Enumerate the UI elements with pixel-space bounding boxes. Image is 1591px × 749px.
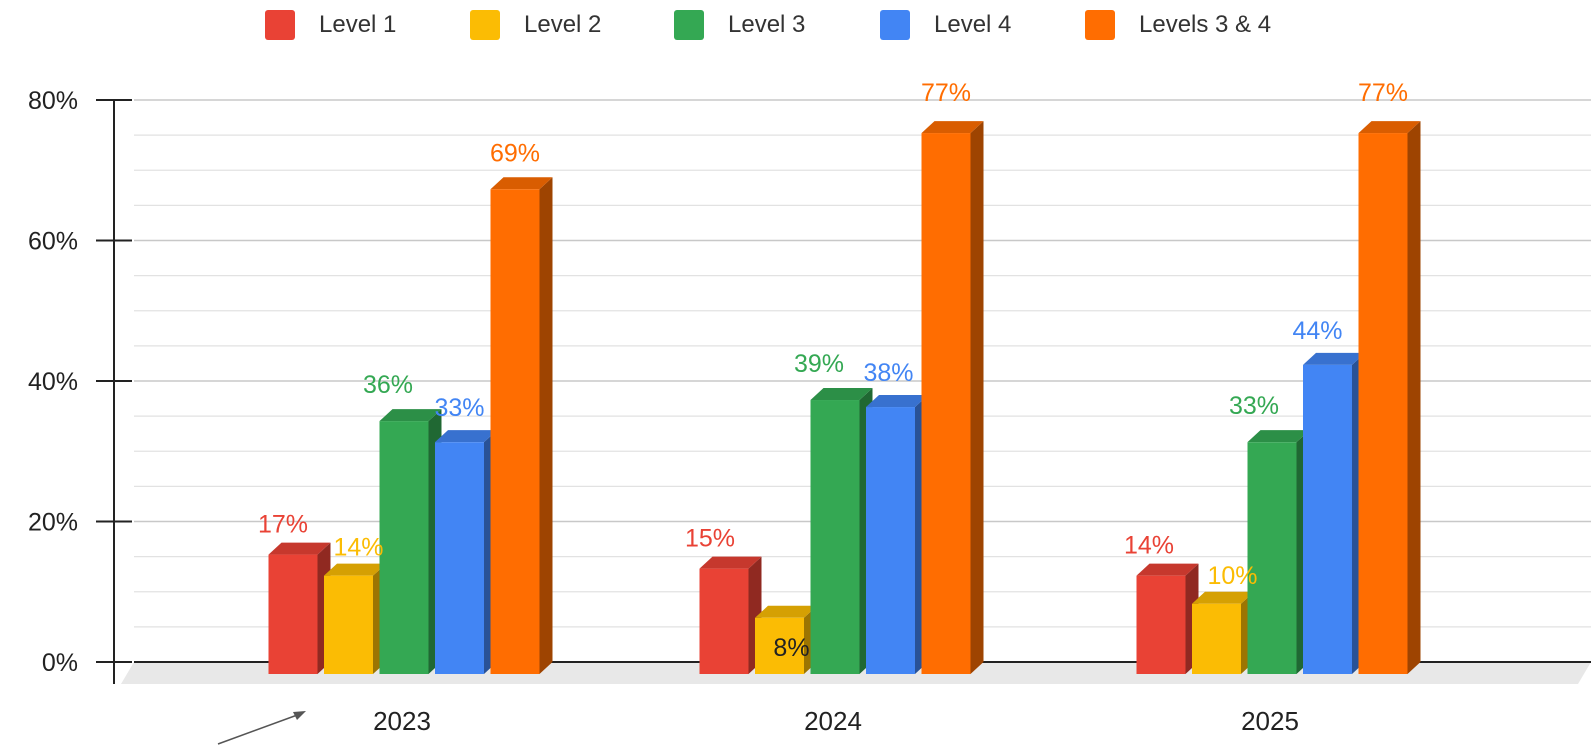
- bar-front-face: [866, 407, 915, 674]
- y-tick-label: 60%: [28, 228, 78, 256]
- bar-front-face: [810, 400, 860, 674]
- bar-top-face: [1358, 121, 1421, 134]
- bar-top-face: [810, 388, 873, 401]
- data-labels: 17% 15% 14% 14% 8% 10% 36% 39% 33% 33% 38% 44% 69% 77…: [258, 79, 1408, 662]
- data-label: 39%: [794, 350, 844, 378]
- legend-label-level-4: Level 4: [934, 11, 1012, 38]
- legend-label-levels-3-4: Levels 3 & 4: [1139, 11, 1272, 38]
- data-label: 36%: [363, 371, 413, 399]
- data-label: 44%: [1292, 317, 1342, 345]
- bar-front-face: [490, 189, 540, 674]
- bar-top-face: [435, 430, 497, 443]
- bar-front-face: [324, 575, 373, 674]
- data-label: 14%: [333, 534, 383, 562]
- bar-level-3-2024: [810, 388, 873, 674]
- bar-level-2-2023: [324, 563, 386, 674]
- bar-level-1-2025: [1136, 563, 1199, 674]
- bar-front-face: [1192, 603, 1241, 674]
- legend-swatch-levels-3-4: [1085, 10, 1115, 40]
- data-label: 10%: [1207, 562, 1257, 590]
- bar-front-face: [1247, 442, 1297, 674]
- bar-top-face: [1192, 591, 1254, 604]
- data-label: 77%: [1358, 79, 1408, 107]
- annotation-arrow-line: [217, 713, 301, 745]
- bar-level-4-2023: [435, 430, 497, 674]
- data-label: 69%: [490, 139, 540, 167]
- bar-top-face: [268, 542, 331, 555]
- annotation: [217, 711, 306, 745]
- bar-top-face: [379, 409, 442, 422]
- bar-level-3-2025: [1247, 430, 1310, 674]
- bar-front-face: [435, 442, 484, 674]
- bar-front-face: [1136, 575, 1186, 674]
- bar-levels-3-4-2025: [1358, 121, 1421, 674]
- bar-side-face: [539, 177, 553, 674]
- legend-item-level-4: Level 4: [880, 10, 1011, 40]
- data-label: 33%: [434, 394, 484, 422]
- bar-top-face: [1247, 430, 1310, 443]
- bar-top-face: [921, 121, 984, 134]
- bar-top-face: [490, 177, 553, 190]
- legend-swatch-level-1: [265, 10, 295, 40]
- bar-level-1-2023: [268, 542, 331, 674]
- bar-level-1-2024: [699, 556, 762, 674]
- y-tick-label: 80%: [28, 87, 78, 115]
- bar-level-4-2024: [866, 395, 928, 674]
- bar-level-3-2023: [379, 409, 442, 674]
- bar-levels-3-4-2023: [490, 177, 553, 674]
- bar-top-face: [1303, 352, 1365, 365]
- legend-label-level-1: Level 1: [319, 11, 397, 38]
- bar-level-2-2025: [1192, 591, 1254, 674]
- bar-front-face: [1303, 364, 1352, 674]
- bar-front-face: [699, 568, 749, 674]
- x-tick-label: 2025: [1241, 706, 1299, 736]
- bar-top-face: [324, 563, 386, 576]
- annotation-arrow-head: [293, 711, 306, 720]
- legend-label-level-2: Level 2: [524, 11, 602, 38]
- legend-swatch-level-2: [470, 10, 500, 40]
- data-label: 33%: [1229, 392, 1279, 420]
- x-tick-label: 2023: [373, 706, 431, 736]
- data-label: 14%: [1124, 532, 1174, 560]
- bar-front-face: [379, 421, 429, 674]
- bar-levels-3-4-2024: [921, 121, 984, 674]
- legend-swatch-level-4: [880, 10, 910, 40]
- bar-front-face: [1358, 133, 1408, 674]
- bar-top-face: [755, 605, 817, 618]
- legend-item-level-3: Level 3: [674, 10, 805, 40]
- bar-front-face: [755, 617, 804, 674]
- data-label: 15%: [685, 525, 735, 553]
- y-tick-label: 0%: [42, 649, 78, 677]
- bar-level-4-2025: [1303, 352, 1365, 674]
- y-tick-label: 20%: [28, 509, 78, 537]
- legend-swatch-level-3: [674, 10, 704, 40]
- bar-top-face: [866, 395, 928, 408]
- bar-side-face: [970, 121, 984, 674]
- data-label: 38%: [863, 359, 913, 387]
- bar-top-face: [699, 556, 762, 569]
- legend-item-levels-3-4: Levels 3 & 4: [1085, 10, 1271, 40]
- bar-front-face: [268, 554, 318, 674]
- data-label: 17%: [258, 511, 308, 539]
- x-tick-label: 2024: [804, 706, 862, 736]
- bar-top-face: [1136, 563, 1199, 576]
- legend-item-level-1: Level 1: [265, 10, 396, 40]
- bars: [268, 121, 1421, 674]
- data-label: 77%: [921, 79, 971, 107]
- bar-front-face: [921, 133, 971, 674]
- bar-side-face: [1407, 121, 1421, 674]
- chart-legend: Level 1 Level 2 Level 3 Level 4 Levels 3…: [0, 0, 1591, 52]
- data-label: 8%: [773, 634, 809, 662]
- legend-label-level-3: Level 3: [728, 11, 806, 38]
- legend-item-level-2: Level 2: [470, 10, 601, 40]
- y-tick-label: 40%: [28, 368, 78, 396]
